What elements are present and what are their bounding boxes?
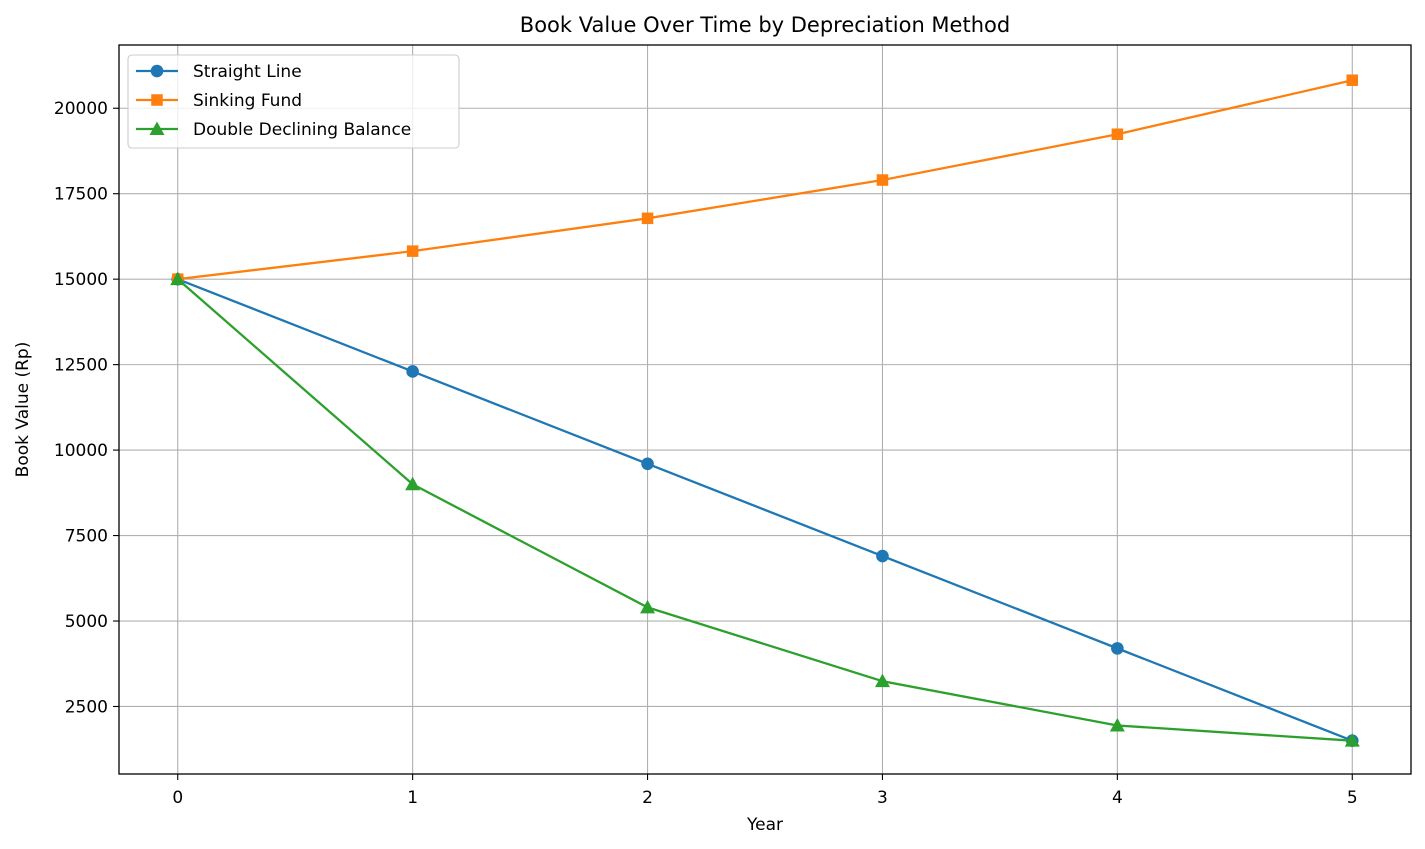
legend-marker bbox=[149, 121, 165, 135]
data-point bbox=[406, 245, 419, 257]
data-point bbox=[876, 174, 889, 186]
data-point bbox=[641, 212, 654, 225]
data-point bbox=[1111, 128, 1124, 140]
x-tick-label: 5 bbox=[1347, 788, 1358, 808]
series-layer bbox=[170, 74, 1360, 747]
series-2 bbox=[170, 271, 1360, 747]
legend-box bbox=[127, 54, 460, 149]
series-line bbox=[177, 278, 1353, 742]
x-tick-label: 2 bbox=[642, 788, 653, 808]
data-point bbox=[1344, 733, 1360, 747]
x-axis-ticks: 0 1 2 3 4 5 bbox=[172, 774, 1358, 808]
legend-item: Double Declining Balance bbox=[136, 120, 411, 140]
y-tick-label: 2500 bbox=[65, 697, 108, 717]
series-line bbox=[176, 278, 1353, 742]
y-tick-label: 10000 bbox=[54, 441, 108, 461]
y-tick-label: 7500 bbox=[65, 527, 108, 547]
grid bbox=[119, 45, 1411, 774]
legend-label: Straight Line bbox=[193, 62, 302, 82]
y-tick-label: 12500 bbox=[54, 356, 108, 376]
data-point bbox=[1111, 642, 1124, 655]
data-point bbox=[874, 673, 890, 688]
y-axis-ticks: 2500 5000 7500 10000 12500 15000 17500 20000 bbox=[54, 99, 119, 717]
legend-label: Sinking Fund bbox=[193, 91, 302, 111]
data-point bbox=[876, 549, 889, 563]
x-tick-label: 4 bbox=[1112, 788, 1123, 808]
y-tick-label: 15000 bbox=[54, 270, 108, 290]
series-0 bbox=[171, 272, 1359, 747]
legend-marker bbox=[150, 64, 164, 78]
legend: Straight Line Sinking Fund Double Declinin… bbox=[127, 54, 460, 149]
y-tick-label: 17500 bbox=[54, 185, 108, 205]
legend-label: Double Declining Balance bbox=[193, 120, 411, 140]
series-line bbox=[177, 79, 1353, 281]
y-tick-label: 20000 bbox=[54, 99, 108, 119]
y-tick-label: 5000 bbox=[65, 612, 108, 632]
x-tick-label: 3 bbox=[877, 788, 888, 808]
data-point bbox=[640, 599, 656, 614]
legend-item: Straight Line bbox=[136, 62, 302, 82]
data-point bbox=[170, 271, 186, 286]
legend-marker bbox=[151, 94, 163, 106]
plot-frame bbox=[118, 44, 1412, 775]
data-point bbox=[1346, 74, 1359, 86]
x-axis-label: Year bbox=[746, 815, 783, 835]
x-tick-label: 0 bbox=[172, 788, 183, 808]
data-point bbox=[405, 476, 421, 491]
data-point bbox=[406, 365, 419, 378]
data-point bbox=[1109, 717, 1125, 732]
chart-title: Book Value Over Time by Depreciation Met… bbox=[520, 13, 1010, 37]
y-axis-label: Book Value (Rp) bbox=[13, 342, 33, 478]
data-point bbox=[641, 457, 654, 471]
legend-item: Sinking Fund bbox=[136, 91, 302, 111]
x-tick-label: 1 bbox=[407, 788, 418, 808]
